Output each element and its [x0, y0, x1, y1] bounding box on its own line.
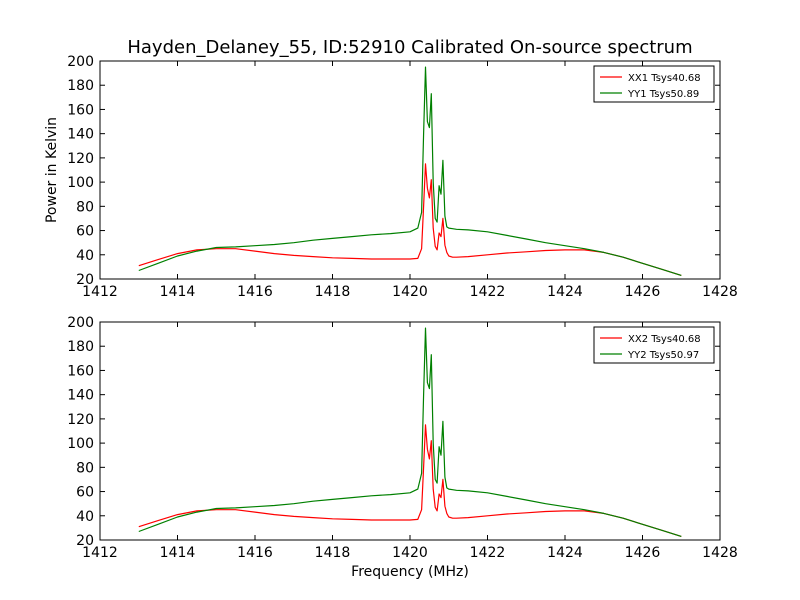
x-tick-label: 1416 — [237, 284, 273, 300]
legend-box — [593, 65, 715, 103]
y-tick-label: 100 — [67, 175, 94, 191]
legend-entry: YY2 Tsys50.97 — [627, 350, 699, 361]
x-tick-label: 1416 — [237, 545, 273, 561]
bottom-spectrum-panel: 1412 1414 1416 1418 1420 1422 1424 1426 1428 20 40… — [67, 315, 738, 561]
y-tick-label: 20 — [76, 272, 94, 288]
x-tick-label: 1418 — [315, 284, 351, 300]
series-line-yy-1 — [138, 66, 682, 276]
x-tick-label: 1414 — [160, 545, 196, 561]
series-line-yy-2 — [138, 327, 682, 537]
y-tick-label: 140 — [67, 127, 94, 143]
y-tick-label: 160 — [67, 102, 94, 118]
series-line-xx-1 — [138, 163, 682, 276]
y-tick-label: 100 — [67, 436, 94, 452]
y-tick-label: 140 — [67, 388, 94, 404]
x-tick-label: 1426 — [625, 545, 661, 561]
x-tick-label: 1428 — [702, 545, 738, 561]
figure-title: Hayden_Delaney_55, ID:52910 Calibrated O… — [127, 37, 692, 58]
x-tick-label: 1424 — [547, 284, 583, 300]
legend-entry: YY1 Tsys50.89 — [627, 89, 699, 100]
x-tick-label: 1428 — [702, 284, 738, 300]
x-tick-label: 1420 — [392, 545, 428, 561]
top-spectrum-panel: 1412 1414 1416 1418 1420 1422 1424 1426 1428 20 40… — [44, 54, 738, 300]
y-tick-label: 200 — [67, 315, 94, 331]
y-tick-label: 180 — [67, 78, 94, 94]
x-tick-label: 1422 — [470, 545, 506, 561]
y-tick-label: 120 — [67, 151, 94, 167]
y-tick-label: 160 — [67, 363, 94, 379]
x-tick-label: 1424 — [547, 545, 583, 561]
x-tick-label: 1414 — [160, 284, 196, 300]
y-tick-label: 180 — [67, 339, 94, 355]
x-tick-label: 1420 — [392, 284, 428, 300]
x-tick-label: 1412 — [82, 545, 118, 561]
y-tick-label: 60 — [76, 485, 94, 501]
legend-entry: XX2 Tsys40.68 — [628, 334, 701, 345]
y-tick-label: 200 — [67, 54, 94, 70]
y-tick-label: 60 — [76, 224, 94, 240]
x-tick-label: 1412 — [82, 284, 118, 300]
y-tick-label: 80 — [76, 199, 94, 215]
y-tick-label: 40 — [76, 248, 94, 264]
y-tick-label: 20 — [76, 533, 94, 549]
legend-box — [593, 326, 715, 364]
y-tick-label: 40 — [76, 509, 94, 525]
series-line-xx-2 — [138, 424, 682, 537]
y-tick-label: 120 — [67, 412, 94, 428]
x-tick-label: 1422 — [470, 284, 506, 300]
y-tick-label: 80 — [76, 460, 94, 476]
y-axis-label: Power in Kelvin — [44, 117, 60, 223]
x-tick-label: 1418 — [315, 545, 351, 561]
x-tick-label: 1426 — [625, 284, 661, 300]
legend-entry: XX1 Tsys40.68 — [628, 73, 701, 84]
x-axis-label: Frequency (MHz) — [351, 564, 469, 580]
